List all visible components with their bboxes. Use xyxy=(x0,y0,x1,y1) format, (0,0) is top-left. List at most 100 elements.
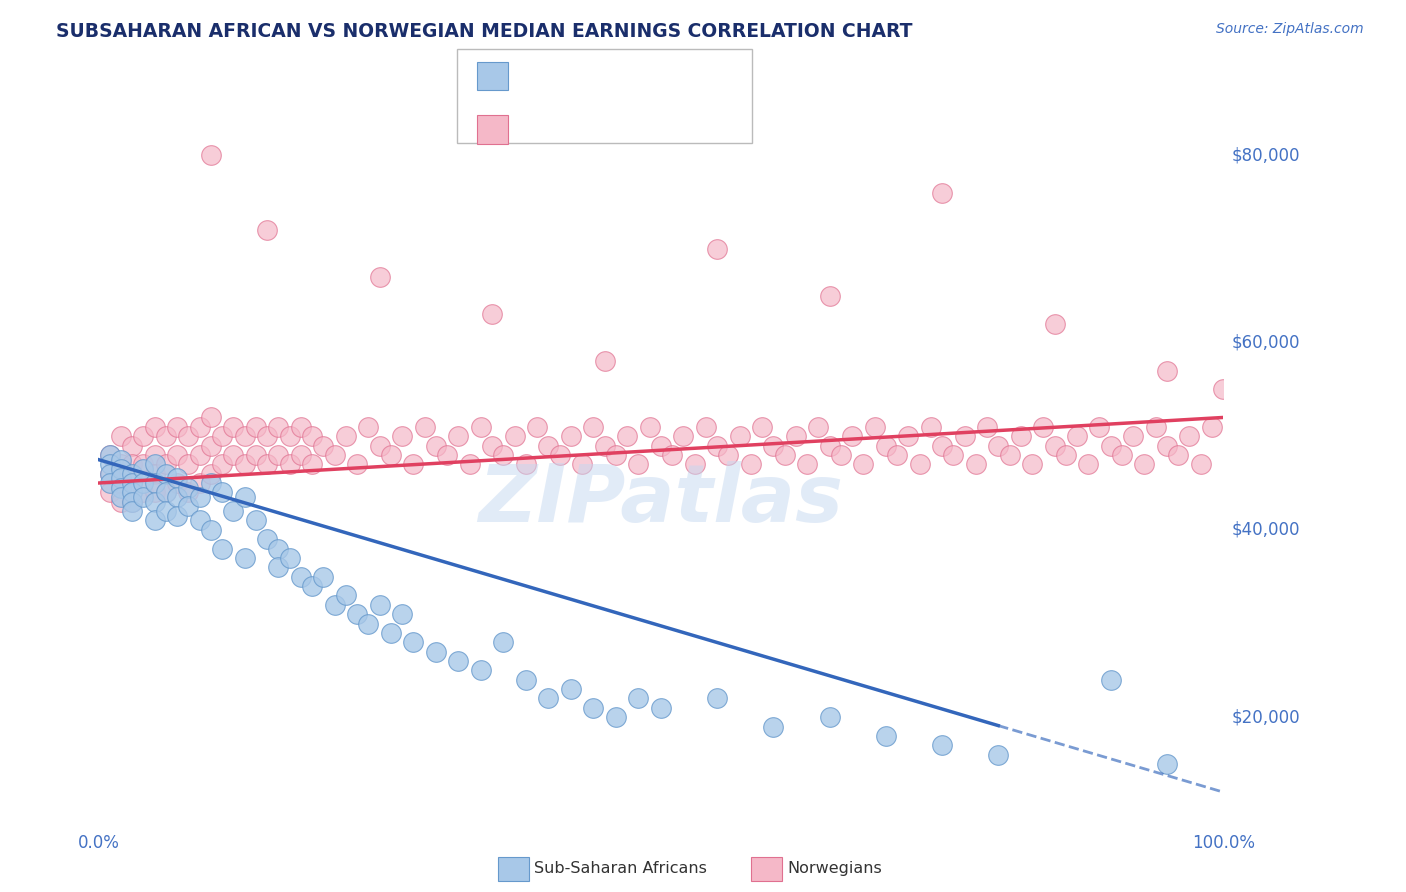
Point xyxy=(942,448,965,462)
Point xyxy=(132,490,155,504)
Point xyxy=(290,420,312,434)
Point xyxy=(121,476,143,491)
Point xyxy=(1133,457,1156,471)
Point xyxy=(368,269,391,284)
Point xyxy=(301,579,323,593)
Point xyxy=(245,514,267,528)
Point xyxy=(121,457,143,471)
Point xyxy=(132,457,155,471)
Point xyxy=(1099,439,1122,453)
Point xyxy=(132,462,155,476)
Point xyxy=(582,420,605,434)
Point xyxy=(200,439,222,453)
Point xyxy=(717,448,740,462)
Point xyxy=(143,476,166,491)
Text: SUBSAHARAN AFRICAN VS NORWEGIAN MEDIAN EARNINGS CORRELATION CHART: SUBSAHARAN AFRICAN VS NORWEGIAN MEDIAN E… xyxy=(56,22,912,41)
Point xyxy=(481,307,503,321)
Point xyxy=(1021,457,1043,471)
Point xyxy=(605,448,627,462)
Point xyxy=(728,429,751,443)
Point xyxy=(166,476,188,491)
Point xyxy=(953,429,976,443)
Text: 142: 142 xyxy=(641,116,676,134)
Point xyxy=(335,589,357,603)
Point xyxy=(1043,317,1066,331)
Point xyxy=(143,457,166,471)
Point xyxy=(278,457,301,471)
Point xyxy=(155,429,177,443)
Point xyxy=(200,523,222,537)
Point xyxy=(346,607,368,621)
Text: 0.131: 0.131 xyxy=(548,116,606,134)
Point xyxy=(976,420,998,434)
Point xyxy=(548,448,571,462)
Point xyxy=(188,448,211,462)
Point xyxy=(200,148,222,162)
Point xyxy=(436,448,458,462)
Point xyxy=(830,448,852,462)
Point xyxy=(110,452,132,467)
Text: $80,000: $80,000 xyxy=(1232,146,1301,164)
Point xyxy=(110,490,132,504)
Point xyxy=(188,476,211,491)
Point xyxy=(1043,439,1066,453)
Point xyxy=(121,485,143,500)
Point xyxy=(110,457,132,471)
Point xyxy=(121,504,143,518)
Point xyxy=(818,289,841,303)
Point xyxy=(155,485,177,500)
Point xyxy=(155,467,177,481)
Point xyxy=(357,420,380,434)
Point xyxy=(323,598,346,612)
Point xyxy=(1066,429,1088,443)
Point xyxy=(1054,448,1077,462)
Point xyxy=(211,429,233,443)
Point xyxy=(1032,420,1054,434)
Point xyxy=(1111,448,1133,462)
Point xyxy=(470,420,492,434)
Point xyxy=(616,429,638,443)
Point xyxy=(132,485,155,500)
Point xyxy=(110,471,132,485)
Point xyxy=(571,457,593,471)
Point xyxy=(1178,429,1201,443)
Point xyxy=(706,242,728,256)
Point xyxy=(177,457,200,471)
Point xyxy=(312,570,335,584)
Point xyxy=(267,420,290,434)
Point xyxy=(233,490,256,504)
Point xyxy=(841,429,863,443)
Point xyxy=(661,448,683,462)
Point xyxy=(110,481,132,495)
Point xyxy=(188,490,211,504)
Point xyxy=(98,448,121,462)
Point xyxy=(301,429,323,443)
Point xyxy=(897,429,920,443)
Point xyxy=(323,448,346,462)
Point xyxy=(852,457,875,471)
Point xyxy=(166,420,188,434)
Point xyxy=(98,476,121,491)
Point xyxy=(110,429,132,443)
Point xyxy=(357,616,380,631)
Point xyxy=(627,457,650,471)
Point xyxy=(278,429,301,443)
Point xyxy=(267,541,290,556)
Point xyxy=(875,439,897,453)
Point xyxy=(447,654,470,668)
Point xyxy=(1144,420,1167,434)
Point xyxy=(177,500,200,514)
Point xyxy=(121,439,143,453)
Point xyxy=(177,485,200,500)
Point xyxy=(627,691,650,706)
Point xyxy=(98,485,121,500)
Point xyxy=(391,429,413,443)
Point xyxy=(762,719,785,733)
Point xyxy=(1212,382,1234,396)
Point xyxy=(492,448,515,462)
Point xyxy=(312,439,335,453)
Point xyxy=(740,457,762,471)
Point xyxy=(470,664,492,678)
Point xyxy=(222,420,245,434)
Point xyxy=(818,439,841,453)
